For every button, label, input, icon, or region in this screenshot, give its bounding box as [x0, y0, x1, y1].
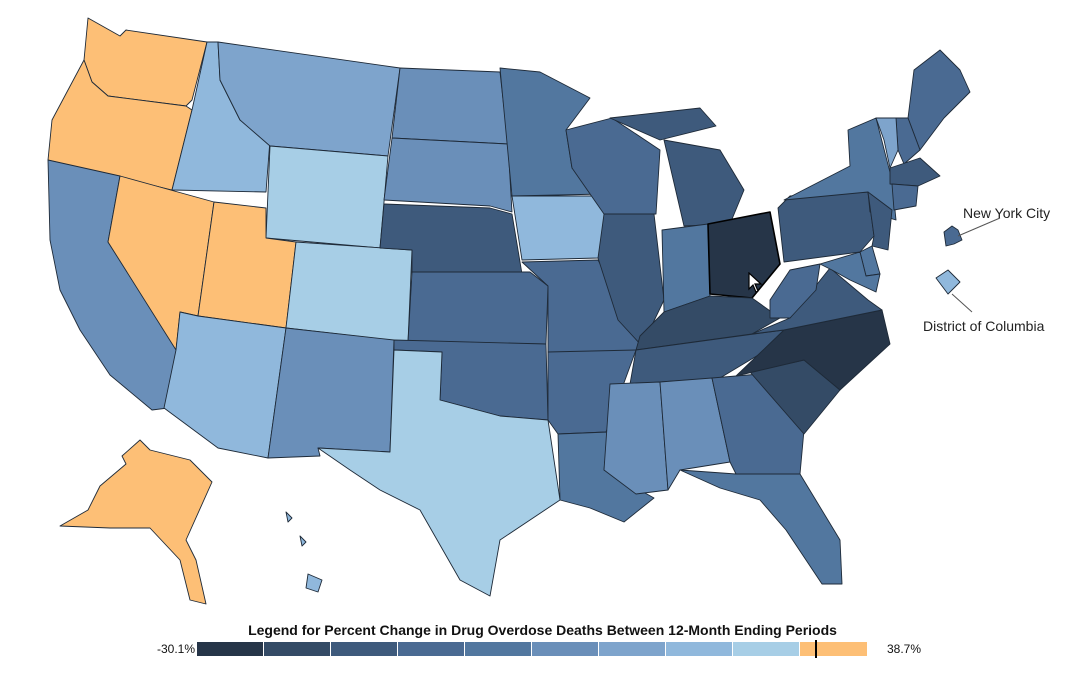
legend-swatch: [733, 642, 800, 656]
dc-callout-line: [951, 293, 973, 313]
legend-swatch: [331, 642, 398, 656]
legend-swatch: [197, 642, 264, 656]
nyc-label: New York City: [963, 205, 1051, 221]
us-choropleth-map: New York City District of Columbia: [47, 17, 1051, 605]
state-MA[interactable]: [889, 157, 941, 187]
legend-current-marker: [815, 640, 817, 658]
state-WV[interactable]: [769, 263, 821, 319]
state-SD[interactable]: [383, 137, 513, 213]
state-MD[interactable]: [819, 251, 881, 293]
state-AL[interactable]: [659, 377, 731, 491]
state-MI[interactable]: [609, 107, 745, 227]
inset-DC[interactable]: [935, 269, 961, 295]
state-AZ[interactable]: [163, 311, 287, 459]
state-NJ[interactable]: [867, 191, 893, 251]
state-ME[interactable]: [907, 49, 971, 151]
legend-swatch: [800, 642, 867, 656]
state-CO[interactable]: [285, 241, 413, 343]
state-HI[interactable]: [285, 511, 323, 593]
state-NM[interactable]: [267, 327, 395, 459]
legend-swatch: [532, 642, 599, 656]
state-KS[interactable]: [407, 271, 549, 345]
legend-title: Legend for Percent Change in Drug Overdo…: [248, 622, 837, 638]
state-VT[interactable]: [875, 117, 899, 169]
mouse-cursor-icon: [748, 272, 763, 293]
legend-swatch: [398, 642, 465, 656]
legend-swatch: [666, 642, 733, 656]
legend-swatch: [599, 642, 666, 656]
map-canvas: [47, 17, 1001, 605]
inset-NYC[interactable]: [943, 225, 963, 247]
legend-swatch: [465, 642, 532, 656]
state-ND[interactable]: [391, 67, 509, 145]
state-MS[interactable]: [603, 381, 669, 495]
state-FL[interactable]: [679, 469, 843, 585]
state-PA[interactable]: [777, 191, 875, 263]
state-WY[interactable]: [265, 145, 389, 249]
dc-label: District of Columbia: [923, 318, 1045, 334]
state-AK[interactable]: [59, 439, 213, 605]
legend-swatch: [264, 642, 331, 656]
legend-color-bar: [197, 642, 867, 656]
state-TX[interactable]: [317, 349, 561, 597]
legend-min-label: -30.1%: [156, 642, 195, 656]
state-OH[interactable]: [707, 211, 781, 299]
legend-max-label: 38.7%: [887, 642, 922, 656]
state-CT[interactable]: [891, 183, 919, 211]
nyc-callout-line: [957, 217, 1001, 237]
